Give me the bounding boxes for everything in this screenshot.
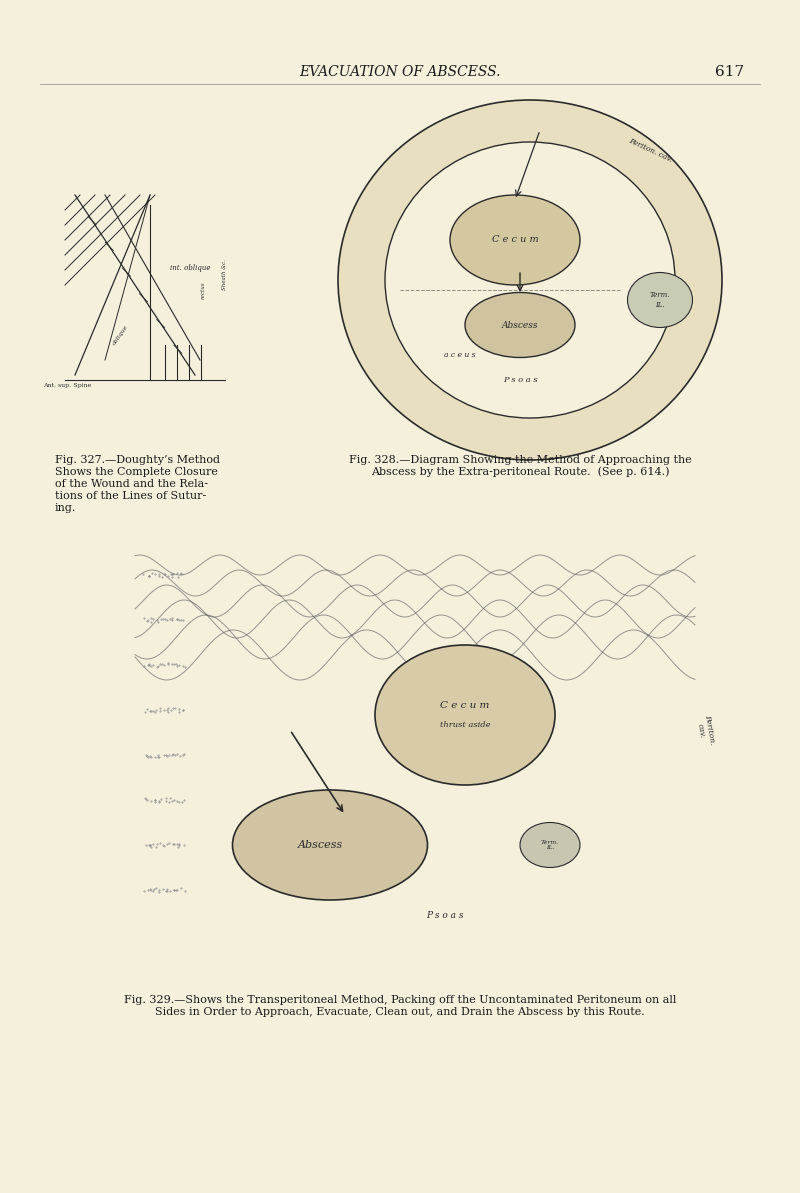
Text: of the Wound and the Rela-: of the Wound and the Rela- [55,480,208,489]
Ellipse shape [465,292,575,358]
Text: Term.
IL.: Term. IL. [650,291,670,309]
Ellipse shape [385,142,675,418]
Ellipse shape [520,822,580,867]
Text: int. oblique: int. oblique [170,264,210,272]
Text: Periton. cav.: Periton. cav. [627,136,673,163]
Ellipse shape [627,272,693,328]
Ellipse shape [375,645,555,785]
Ellipse shape [450,194,580,285]
Text: Fig. 327.—Doughty’s Method: Fig. 327.—Doughty’s Method [55,455,220,465]
Text: Term.
IL.: Term. IL. [541,840,559,851]
Text: Shows the Complete Closure: Shows the Complete Closure [55,466,218,477]
Text: Fig. 328.—Diagram Showing the Method of Approaching the
Abscess by the Extra-per: Fig. 328.—Diagram Showing the Method of … [349,455,691,477]
Text: rectus: rectus [201,282,206,298]
Text: Periton.
cav.: Periton. cav. [694,713,716,747]
Text: oblique: oblique [111,324,129,346]
Bar [115,515,730,975]
Text: a c e u s: a c e u s [444,351,476,359]
Text: EVACUATION OF ABSCESS.: EVACUATION OF ABSCESS. [299,64,501,79]
Text: Abscess: Abscess [502,321,538,329]
Ellipse shape [233,790,427,900]
Text: 617: 617 [715,64,745,79]
Text: Abscess: Abscess [298,840,342,849]
Text: Fig. 329.—Shows the Transperitoneal Method, Packing off the Uncontaminated Perit: Fig. 329.—Shows the Transperitoneal Meth… [124,995,676,1016]
Text: Sheath &c.: Sheath &c. [222,260,227,291]
Text: C e c u m: C e c u m [440,700,490,710]
Text: Ant. sup. Spine: Ant. sup. Spine [43,383,91,388]
Text: P s o a s: P s o a s [426,910,464,920]
Ellipse shape [338,100,722,460]
Text: ing.: ing. [55,503,76,513]
Text: P s o a s: P s o a s [502,376,538,384]
Text: tions of the Lines of Sutur-: tions of the Lines of Sutur- [55,492,206,501]
Text: C e c u m: C e c u m [492,235,538,245]
Text: thrust aside: thrust aside [440,721,490,729]
